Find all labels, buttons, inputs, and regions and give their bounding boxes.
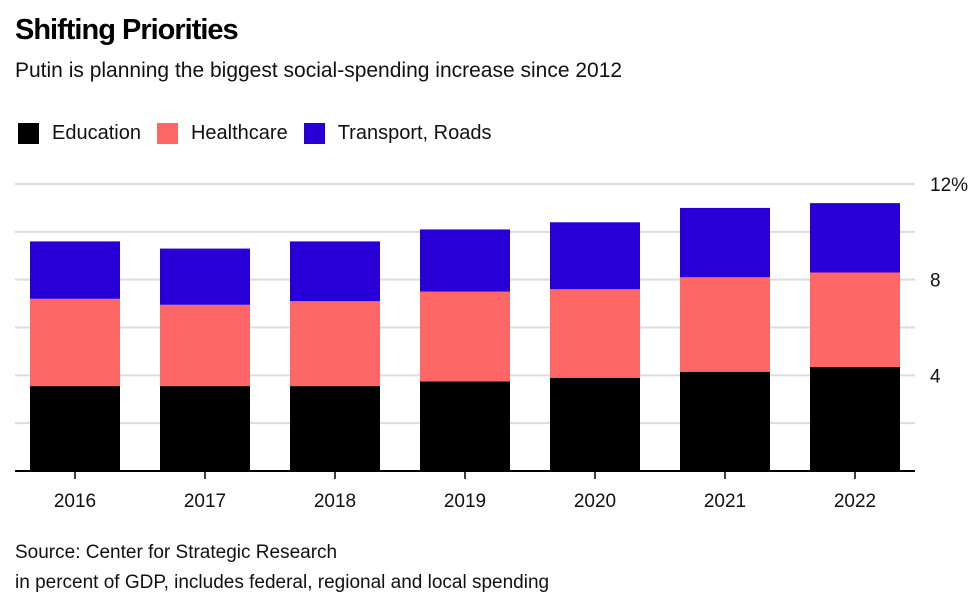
- x-tick-label: 2017: [184, 491, 226, 512]
- legend-label-healthcare: Healthcare: [190, 122, 288, 144]
- bar-segment-education: [810, 366, 900, 471]
- bar-segment-education: [680, 371, 770, 471]
- legend-item-education: Education: [18, 122, 141, 145]
- bar-segment-transport-roads: [30, 241, 120, 299]
- y-axis-labels: 4 8 12%: [930, 175, 968, 387]
- legend-label-transport: Transport, Roads: [337, 122, 492, 144]
- x-tick-label: 2016: [54, 491, 96, 512]
- y-tick-label: 12%: [930, 175, 968, 196]
- bar-segment-education: [550, 377, 640, 471]
- bar-segment-healthcare: [420, 291, 510, 382]
- bar-segment-healthcare: [680, 277, 770, 372]
- bar-segment-transport-roads: [810, 203, 900, 273]
- x-tick-label: 2022: [834, 491, 876, 512]
- bar-segment-transport-roads: [550, 222, 640, 290]
- legend-swatch-education: [18, 123, 39, 144]
- x-axis: [15, 470, 915, 479]
- bar-segment-healthcare: [30, 298, 120, 387]
- bar-segment-education: [160, 386, 250, 471]
- chart-title: Shifting Priorities: [15, 14, 239, 46]
- x-tick-label: 2018: [314, 491, 356, 512]
- bar-segment-transport-roads: [160, 248, 250, 305]
- bar-segment-education: [290, 386, 380, 471]
- legend-swatch-transport: [303, 123, 325, 144]
- legend-item-transport: Transport, Roads: [303, 122, 492, 145]
- legend: Education Healthcare Transport, Roads: [18, 122, 507, 145]
- y-tick-label: 4: [930, 366, 941, 387]
- bar-segment-healthcare: [810, 272, 900, 367]
- bar-segment-transport-roads: [680, 207, 770, 278]
- y-tick-label: 8: [930, 271, 941, 292]
- x-tick-label: 2020: [574, 491, 616, 512]
- bar-segment-transport-roads: [420, 229, 510, 292]
- x-tick-label: 2019: [444, 491, 486, 512]
- legend-item-healthcare: Healthcare: [156, 122, 288, 145]
- bar-segment-education: [30, 386, 120, 471]
- bar-segment-healthcare: [160, 304, 250, 387]
- x-tick-label: 2021: [704, 491, 746, 512]
- legend-swatch-healthcare: [156, 123, 178, 144]
- bar-segment-education: [420, 381, 510, 471]
- footnote: in percent of GDP, includes federal, reg…: [15, 572, 550, 593]
- bar-segment-healthcare: [550, 289, 640, 378]
- x-axis-labels: 2016 2017 2018 2019 2020 2021 2022: [54, 491, 876, 512]
- bar-segment-healthcare: [290, 301, 380, 387]
- bar-segment-transport-roads: [290, 241, 380, 302]
- bars: [30, 203, 900, 471]
- source-note: Source: Center for Strategic Research: [15, 542, 338, 563]
- stacked-bar-chart: 4 8 12% 2016 2017 2018 2019 2020 2021 2022: [15, 175, 968, 512]
- chart-subtitle: Putin is planning the biggest social-spe…: [15, 59, 623, 82]
- legend-label-education: Education: [52, 122, 141, 144]
